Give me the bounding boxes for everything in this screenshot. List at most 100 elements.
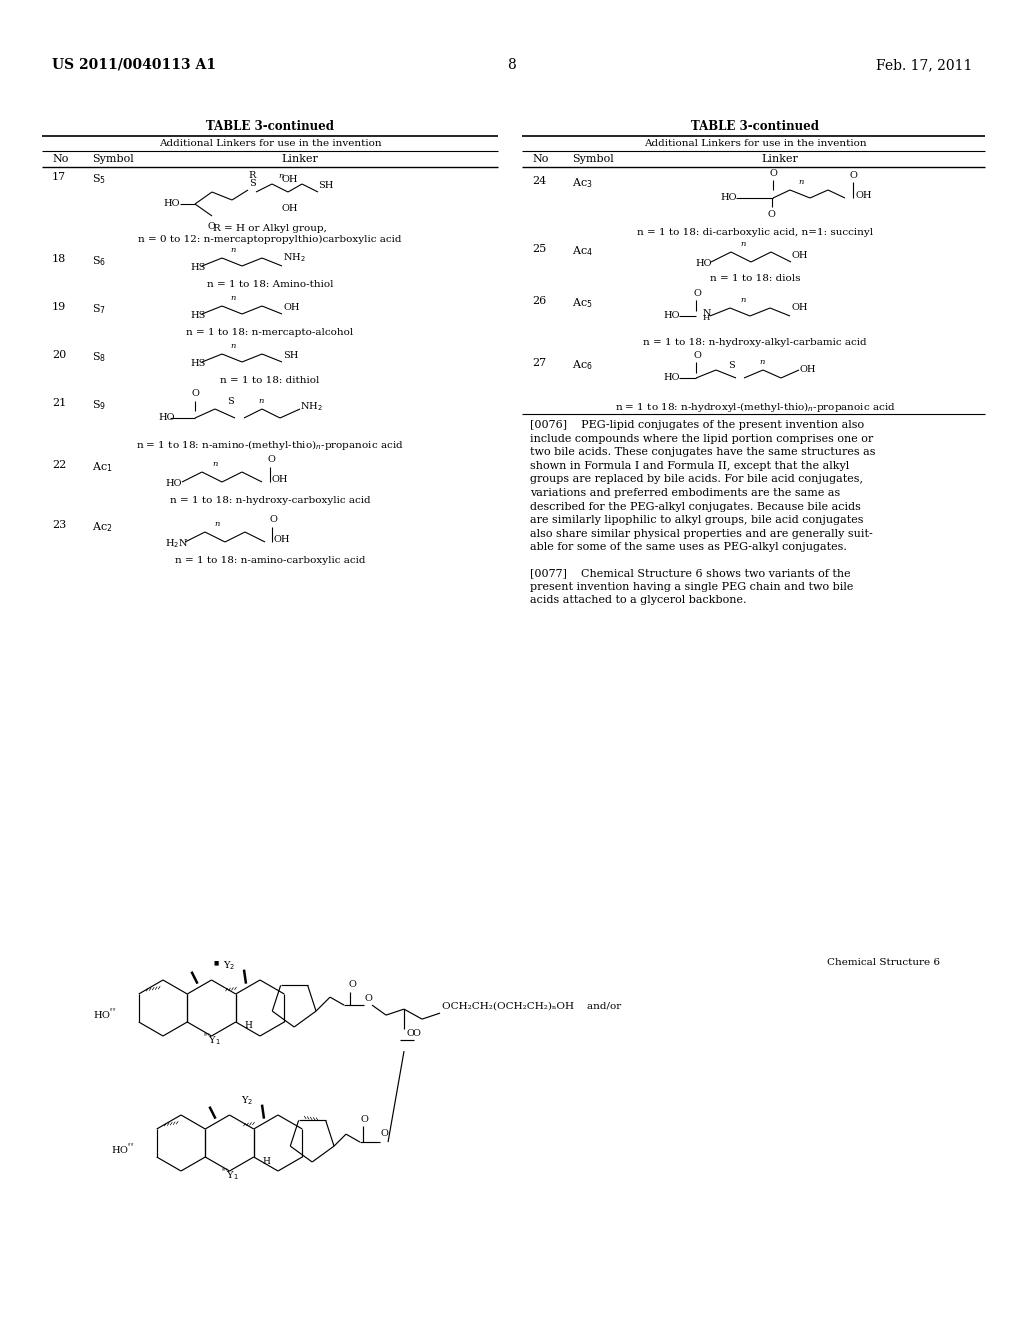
Text: Linker: Linker [282, 154, 318, 164]
Text: O: O [693, 289, 700, 298]
Text: 18: 18 [52, 253, 67, 264]
Text: O: O [407, 1030, 414, 1038]
Text: O: O [360, 1115, 368, 1125]
Text: OH: OH [855, 191, 871, 201]
Text: n = 1 to 18: n-amino-(methyl-thio)$_n$-propanoic acid: n = 1 to 18: n-amino-(methyl-thio)$_n$-p… [136, 438, 403, 451]
Text: n = 1 to 18: Amino-thiol: n = 1 to 18: Amino-thiol [207, 280, 333, 289]
Text: O: O [270, 515, 278, 524]
Text: 17: 17 [52, 172, 67, 182]
Text: Linker: Linker [762, 154, 799, 164]
Text: OH: OH [272, 475, 289, 484]
Text: 19: 19 [52, 302, 67, 312]
Text: HO: HO [663, 312, 680, 321]
Text: Ac$_2$: Ac$_2$ [92, 520, 113, 533]
Text: S: S [227, 397, 233, 407]
Text: NH$_2$: NH$_2$ [283, 251, 306, 264]
Text: O: O [850, 172, 858, 180]
Text: O: O [348, 981, 356, 989]
Text: $^{''''}$Y$_1$: $^{''''}$Y$_1$ [204, 1032, 221, 1048]
Text: TABLE 3-continued: TABLE 3-continued [206, 120, 334, 133]
Text: 27: 27 [532, 358, 546, 368]
Text: OH: OH [274, 536, 291, 544]
Text: n: n [740, 296, 745, 304]
Text: H: H [245, 1022, 253, 1031]
Text: n: n [258, 397, 263, 405]
Text: O: O [693, 351, 700, 360]
Text: No: No [52, 154, 69, 164]
Text: NH$_2$: NH$_2$ [300, 400, 323, 413]
Text: O: O [768, 210, 776, 219]
Text: O: O [412, 1030, 420, 1038]
Text: HO: HO [158, 413, 174, 422]
Text: OH: OH [800, 366, 816, 374]
Text: Symbol: Symbol [572, 154, 613, 164]
Text: HS: HS [190, 312, 206, 321]
Text: Ac$_1$: Ac$_1$ [92, 459, 113, 474]
Text: n: n [230, 294, 236, 302]
Text: n: n [798, 178, 804, 186]
Text: SH: SH [318, 181, 334, 190]
Text: n = 1 to 18: n-mercapto-alcohol: n = 1 to 18: n-mercapto-alcohol [186, 327, 353, 337]
Text: HS: HS [190, 359, 206, 368]
Text: Ac$_4$: Ac$_4$ [572, 244, 593, 257]
Text: N: N [703, 309, 712, 318]
Text: n: n [759, 358, 764, 366]
Text: HO: HO [165, 479, 181, 488]
Text: Chemical Structure 6: Chemical Structure 6 [827, 958, 940, 968]
Text: n: n [212, 459, 217, 469]
Text: HS: HS [190, 264, 206, 272]
Text: OCH₂CH₂(OCH₂CH₂)ₙOH    and/or: OCH₂CH₂(OCH₂CH₂)ₙOH and/or [442, 1001, 622, 1010]
Text: H: H [262, 1156, 270, 1166]
Text: Additional Linkers for use in the invention: Additional Linkers for use in the invent… [159, 139, 381, 148]
Text: n: n [230, 342, 236, 350]
Text: Feb. 17, 2011: Feb. 17, 2011 [876, 58, 972, 73]
Text: OH: OH [791, 304, 808, 312]
Text: n = 1 to 18: diols: n = 1 to 18: diols [710, 275, 800, 282]
Text: O: O [380, 1129, 388, 1138]
Text: S$_7$: S$_7$ [92, 302, 105, 315]
Text: S$_6$: S$_6$ [92, 253, 106, 268]
Text: n = 1 to 18: n-hydroxy-alkyl-carbamic acid: n = 1 to 18: n-hydroxy-alkyl-carbamic ac… [643, 338, 866, 347]
Text: n: n [214, 520, 219, 528]
Text: O: O [208, 222, 216, 231]
Text: Ac$_6$: Ac$_6$ [572, 358, 593, 372]
Text: n: n [230, 246, 236, 253]
Text: n = 1 to 18: di-carboxylic acid, n=1: succinyl: n = 1 to 18: di-carboxylic acid, n=1: su… [637, 228, 873, 238]
Text: [0076]    PEG-lipid conjugates of the present invention also
include compounds w: [0076] PEG-lipid conjugates of the prese… [530, 420, 876, 552]
Text: R: R [248, 172, 256, 180]
Text: n = 1 to 18: n-hydroxy-carboxylic acid: n = 1 to 18: n-hydroxy-carboxylic acid [170, 496, 371, 506]
Text: HO: HO [720, 194, 736, 202]
Text: OH: OH [282, 205, 299, 213]
Text: HO$^{''''}$: HO$^{''''}$ [112, 1142, 135, 1156]
Text: 25: 25 [532, 244, 546, 253]
Text: n = 1 to 18: n-hydroxyl-(methyl-thio)$_n$-propanoic acid: n = 1 to 18: n-hydroxyl-(methyl-thio)$_n… [614, 400, 895, 414]
Text: SH: SH [283, 351, 298, 360]
Text: R = H or Alkyl group,: R = H or Alkyl group, [213, 224, 327, 234]
Text: H$_2$N: H$_2$N [165, 537, 188, 550]
Text: $^{''''}$Y$_1$: $^{''''}$Y$_1$ [221, 1167, 240, 1183]
Text: 26: 26 [532, 296, 546, 306]
Text: n = 1 to 18: n-amino-carboxylic acid: n = 1 to 18: n-amino-carboxylic acid [175, 556, 366, 565]
Text: HO: HO [164, 199, 180, 209]
Text: Additional Linkers for use in the invention: Additional Linkers for use in the invent… [644, 139, 866, 148]
Text: No: No [532, 154, 549, 164]
Text: 21: 21 [52, 399, 67, 408]
Text: 23: 23 [52, 520, 67, 531]
Text: S: S [728, 360, 735, 370]
Text: n = 1 to 18: dithiol: n = 1 to 18: dithiol [220, 376, 319, 385]
Text: 20: 20 [52, 350, 67, 360]
Text: 8: 8 [508, 58, 516, 73]
Text: S$_8$: S$_8$ [92, 350, 106, 364]
Text: HO: HO [695, 260, 712, 268]
Text: OH: OH [792, 251, 809, 260]
Text: HO$^{''''}$: HO$^{''''}$ [93, 1007, 117, 1022]
Text: O: O [364, 994, 372, 1003]
Text: H: H [703, 314, 711, 322]
Text: Symbol: Symbol [92, 154, 134, 164]
Text: Ac$_5$: Ac$_5$ [572, 296, 593, 310]
Text: $\blacksquare$: $\blacksquare$ [213, 960, 220, 968]
Text: n: n [278, 172, 284, 180]
Text: n = 0 to 12: n-mercaptopropylthio)carboxylic acid: n = 0 to 12: n-mercaptopropylthio)carbox… [138, 235, 401, 244]
Text: O: O [770, 169, 778, 178]
Text: S$_9$: S$_9$ [92, 399, 106, 412]
